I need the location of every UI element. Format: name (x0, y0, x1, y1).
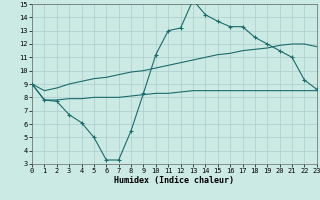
X-axis label: Humidex (Indice chaleur): Humidex (Indice chaleur) (115, 176, 234, 185)
